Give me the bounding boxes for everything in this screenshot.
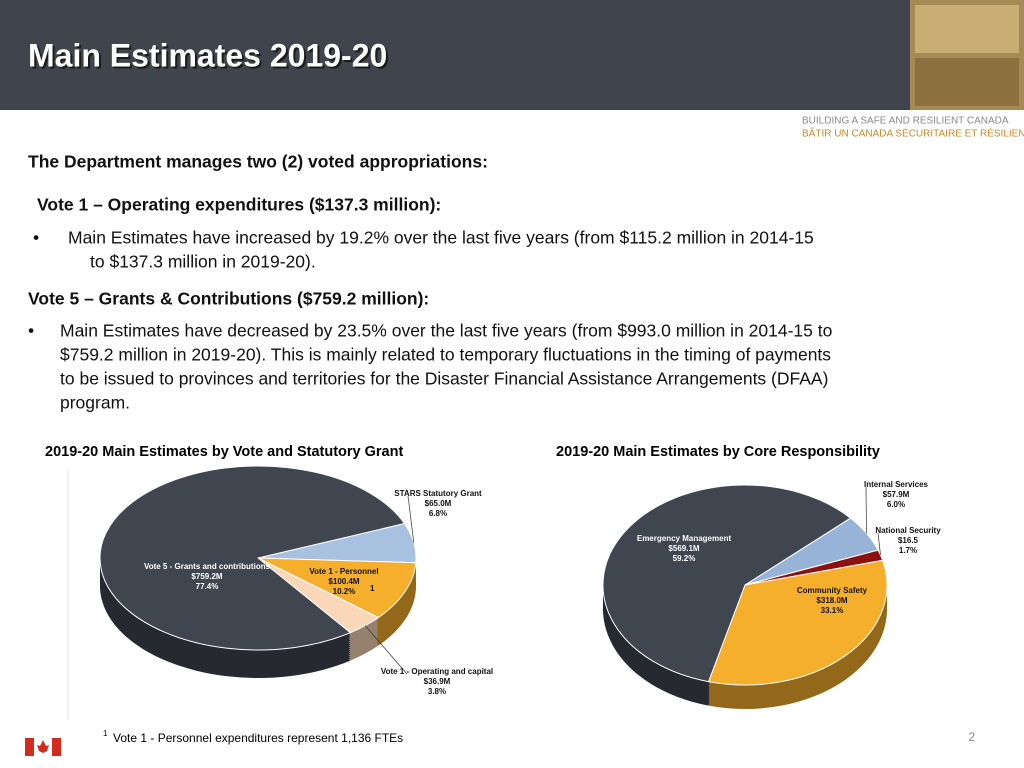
slice-percent: 59.2% xyxy=(673,554,696,563)
slice-percent: 10.2% xyxy=(333,587,356,596)
text-line: Main Estimates have increased by 19.2% o… xyxy=(68,228,814,248)
slice-amount: $57.9M xyxy=(883,490,910,499)
slice-percent: 3.8% xyxy=(428,687,446,696)
slice-percent: 1.7% xyxy=(899,546,917,555)
chart-title: 2019-20 Main Estimates by Core Responsib… xyxy=(556,444,880,460)
header-band xyxy=(0,0,910,110)
heading: Vote 1 – Operating expenditures ($137.3 … xyxy=(37,195,441,215)
slice-label: Vote 1 - Personnel xyxy=(309,567,378,576)
slice-percent: 77.4% xyxy=(196,582,219,591)
pie-slice xyxy=(602,484,852,683)
slice-label: Community Safety xyxy=(797,586,868,595)
slice-label: Vote 1 - Operating and capital xyxy=(381,667,493,676)
slice-label: National Security xyxy=(875,526,941,535)
leader-line xyxy=(407,495,415,543)
flag-bar xyxy=(25,738,34,756)
flag-bar xyxy=(52,738,61,756)
pie-slice xyxy=(257,557,417,619)
slice-percent: 6.0% xyxy=(887,500,905,509)
slice-label: Internal Services xyxy=(864,480,929,489)
text-line: Main Estimates have decreased by 23.5% o… xyxy=(60,321,832,341)
slice-label: STARS Statutory Grant xyxy=(394,489,482,498)
slice-percent: 33.1% xyxy=(821,606,844,615)
slice-amount: $65.0M xyxy=(425,499,452,508)
title-shadow: Main Estimates 2019-20 xyxy=(30,39,389,75)
bullet: • xyxy=(28,321,34,341)
leader-line xyxy=(877,532,881,556)
flag-leaf xyxy=(37,740,49,753)
slice-amount: $36.9M xyxy=(424,677,451,686)
header-image-part xyxy=(915,5,1019,53)
slogan: BÂTIR UN CANADA SÉCURITAIRE ET RÉSILIENT xyxy=(802,127,1024,140)
slice-amount: $100.4M xyxy=(328,577,359,586)
footnote-marker: 1 xyxy=(103,729,108,738)
pie-slice xyxy=(707,559,888,686)
slice-amount: $318.0M xyxy=(816,596,847,605)
page-number: 2 xyxy=(968,730,975,744)
slice-label: Vote 5 - Grants and contributions xyxy=(144,562,271,571)
heading: Vote 5 – Grants & Contributions ($759.2 … xyxy=(28,289,429,309)
slice-amount: $759.2M xyxy=(191,572,222,581)
slice-amount: $16.5 xyxy=(898,536,919,545)
leader-line xyxy=(364,625,408,675)
footnote: Vote 1 - Personnel expenditures represen… xyxy=(113,731,403,745)
pie-slice xyxy=(99,465,406,651)
footnote-marker: 1 xyxy=(370,584,375,593)
slice-amount: $569.1M xyxy=(668,544,699,553)
bullet: • xyxy=(33,228,39,248)
intro: The Department manages two (2) voted app… xyxy=(28,152,488,172)
text-line: $759.2 million in 2019-20). This is main… xyxy=(60,345,831,365)
slice-percent: 6.8% xyxy=(429,509,447,518)
header-image-part xyxy=(915,58,1019,106)
slogan: BUILDING A SAFE AND RESILIENT CANADA xyxy=(802,116,1009,127)
flag xyxy=(25,738,61,756)
title: Main Estimates 2019-20 xyxy=(28,37,387,73)
text-line: program. xyxy=(60,393,130,413)
chart-title: 2019-20 Main Estimates by Vote and Statu… xyxy=(45,444,403,460)
slice-label: Emergency Management xyxy=(637,534,732,543)
text-line: to be issued to provinces and territorie… xyxy=(60,369,828,389)
text-line: to $137.3 million in 2019-20). xyxy=(90,252,316,272)
